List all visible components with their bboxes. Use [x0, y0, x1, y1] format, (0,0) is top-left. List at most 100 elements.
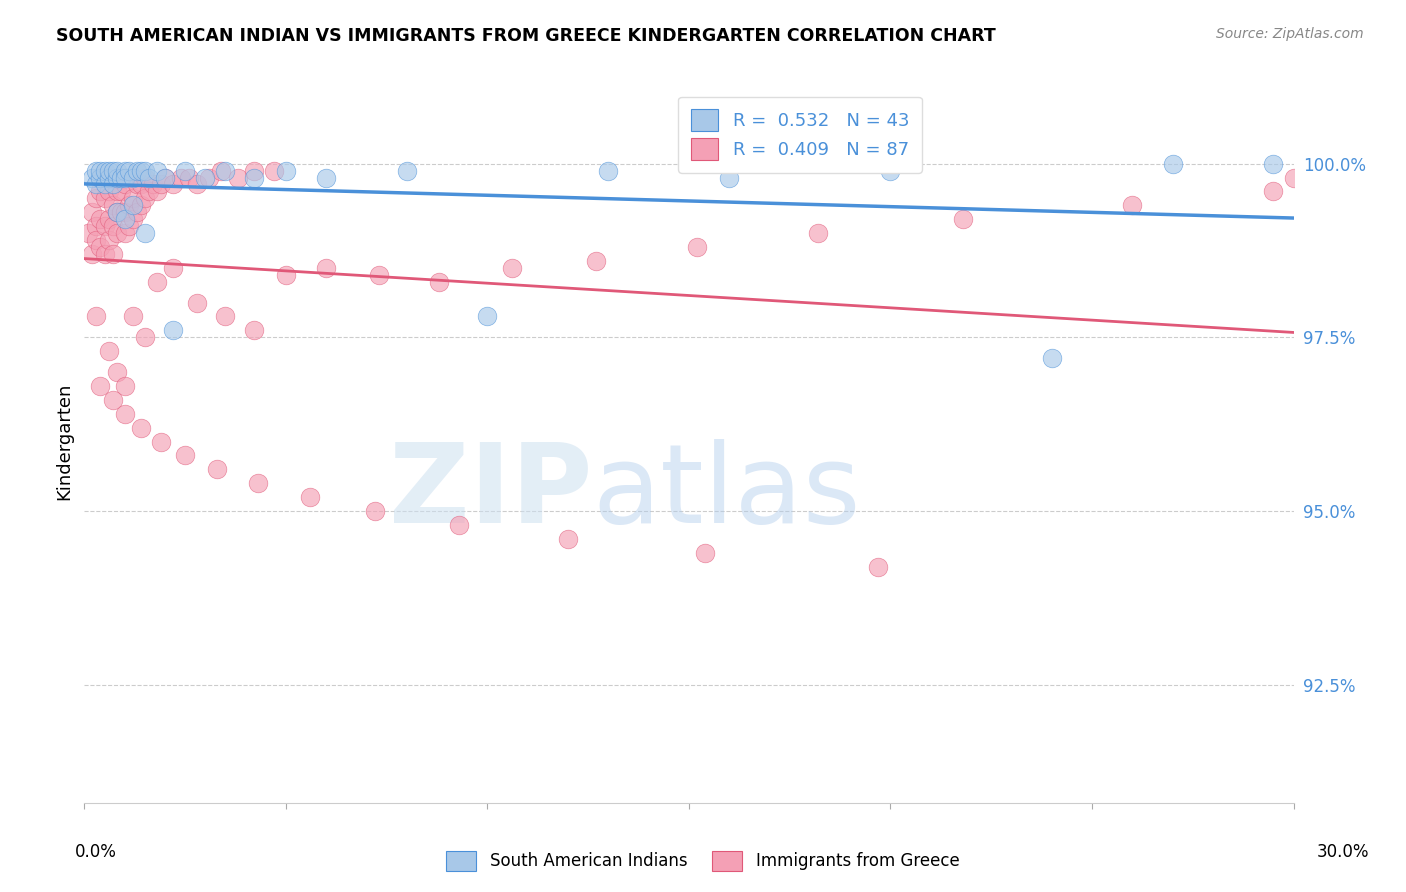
Point	[105, 163, 128, 178]
Point	[242, 163, 264, 178]
Point	[174, 163, 197, 178]
Point	[125, 178, 148, 192]
Point	[501, 260, 523, 275]
Point	[82, 205, 104, 219]
Point	[86, 219, 108, 234]
Point	[315, 170, 337, 185]
Point	[162, 178, 184, 192]
Point	[138, 170, 160, 185]
Point	[86, 178, 108, 192]
Point	[121, 212, 143, 227]
Point	[207, 462, 229, 476]
Point	[129, 178, 152, 192]
Point	[89, 240, 111, 254]
Point	[101, 163, 124, 178]
Point	[93, 219, 115, 234]
Point	[162, 323, 184, 337]
Point	[363, 504, 385, 518]
Point	[1121, 198, 1143, 212]
Point	[105, 205, 128, 219]
Point	[214, 163, 236, 178]
Point	[114, 407, 136, 421]
Point	[89, 163, 111, 178]
Point	[214, 310, 236, 324]
Point	[93, 163, 115, 178]
Point	[149, 178, 172, 192]
Point	[93, 191, 115, 205]
Point	[449, 517, 471, 532]
Point	[89, 379, 111, 393]
Point	[427, 275, 450, 289]
Point	[105, 226, 128, 240]
Point	[179, 170, 201, 185]
Point	[315, 260, 337, 275]
Point	[1263, 185, 1285, 199]
Point	[807, 226, 830, 240]
Point	[101, 392, 124, 407]
Point	[367, 268, 389, 282]
Point	[134, 226, 156, 240]
Point	[209, 163, 232, 178]
Point	[101, 219, 124, 234]
Point	[86, 310, 108, 324]
Point	[274, 268, 297, 282]
Point	[105, 365, 128, 379]
Point	[89, 185, 111, 199]
Point	[134, 330, 156, 344]
Point	[134, 170, 156, 185]
Point	[274, 163, 297, 178]
Point	[129, 163, 152, 178]
Point	[186, 295, 208, 310]
Point	[170, 170, 193, 185]
Point	[242, 323, 264, 337]
Point	[194, 170, 217, 185]
Point	[125, 205, 148, 219]
Point	[118, 219, 141, 234]
Point	[114, 226, 136, 240]
Text: Source: ZipAtlas.com: Source: ZipAtlas.com	[1216, 27, 1364, 41]
Point	[114, 170, 136, 185]
Point	[557, 532, 579, 546]
Point	[97, 163, 120, 178]
Legend: South American Indians, Immigrants from Greece: South American Indians, Immigrants from …	[439, 842, 967, 880]
Point	[174, 449, 197, 463]
Point	[142, 178, 165, 192]
Point	[868, 559, 890, 574]
Point	[153, 170, 176, 185]
Point	[1161, 156, 1184, 170]
Point	[186, 178, 208, 192]
Legend: R =  0.532   N = 43, R =  0.409   N = 87: R = 0.532 N = 43, R = 0.409 N = 87	[679, 96, 922, 173]
Point	[97, 170, 120, 185]
Point	[477, 310, 499, 324]
Point	[242, 170, 264, 185]
Point	[89, 212, 111, 227]
Point	[198, 170, 221, 185]
Point	[162, 260, 184, 275]
Y-axis label: Kindergarten: Kindergarten	[55, 383, 73, 500]
Point	[1263, 156, 1285, 170]
Point	[105, 170, 128, 185]
Point	[121, 198, 143, 212]
Point	[718, 170, 741, 185]
Point	[118, 198, 141, 212]
Point	[101, 178, 124, 192]
Point	[93, 247, 115, 261]
Point	[121, 310, 143, 324]
Point	[121, 191, 143, 205]
Point	[86, 233, 108, 247]
Text: SOUTH AMERICAN INDIAN VS IMMIGRANTS FROM GREECE KINDERGARTEN CORRELATION CHART: SOUTH AMERICAN INDIAN VS IMMIGRANTS FROM…	[56, 27, 995, 45]
Point	[114, 212, 136, 227]
Point	[118, 163, 141, 178]
Point	[246, 476, 269, 491]
Point	[134, 163, 156, 178]
Point	[226, 170, 249, 185]
Point	[129, 420, 152, 434]
Text: 0.0%: 0.0%	[75, 843, 117, 861]
Point	[97, 344, 120, 359]
Point	[693, 546, 716, 560]
Point	[89, 170, 111, 185]
Point	[125, 163, 148, 178]
Point	[149, 434, 172, 449]
Point	[134, 191, 156, 205]
Point	[86, 191, 108, 205]
